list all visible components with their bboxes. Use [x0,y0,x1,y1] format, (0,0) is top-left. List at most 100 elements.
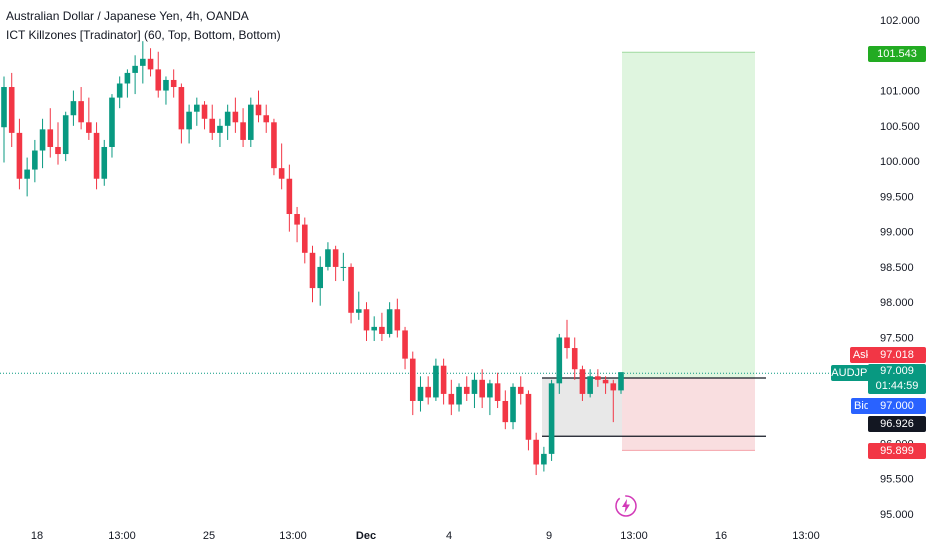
candle-body [533,439,539,465]
profit-zone [622,52,755,378]
candle [62,111,69,162]
candle-body [579,369,586,394]
candle-body [101,146,108,179]
candle [463,376,470,401]
candle-body [610,383,617,391]
candle [595,369,601,387]
candle-body [409,358,416,401]
candle [533,432,539,476]
candle [147,48,154,77]
candle [363,302,370,342]
candle-body [394,309,401,331]
candle-body [325,249,331,267]
symbol-tag: AUDJPY [831,365,875,381]
candle-body [479,379,485,398]
candle-body [248,104,254,140]
x-tick-label: 13:00 [792,530,820,542]
candle-body [510,386,516,423]
stop-price-label: 95.899 [868,443,926,459]
candle [109,94,115,158]
x-tick-label: 25 [203,530,215,542]
candle-body [116,83,123,98]
candle-body [186,111,192,130]
candle-body [39,129,46,151]
candle [487,379,493,416]
candle [209,104,216,140]
candle [93,122,100,190]
lightning-icon[interactable] [614,494,638,518]
candle [579,365,586,401]
y-tick-label: 97.500 [880,332,914,344]
y-tick-label: 99.500 [880,191,914,203]
candle-body [363,309,370,331]
candle-body [595,376,601,380]
candle-body [55,146,61,155]
candle-body [78,101,84,123]
candle [86,97,92,140]
candle [55,122,61,165]
candle-body [587,376,593,394]
candle [224,104,231,140]
candle [402,326,408,370]
candle [355,291,362,320]
candle [471,372,478,409]
candle-body [86,122,92,133]
last-price-label: 97.009 [868,364,926,379]
candle-body [386,309,393,334]
candle-body [301,224,308,253]
candle [517,376,524,405]
candle-body [271,122,277,169]
candle-body [132,65,138,73]
candle [456,383,462,412]
candle-body [124,72,131,84]
candle [8,72,15,147]
candle-body [379,326,385,334]
candle [510,383,516,430]
x-tick-label: 13:00 [620,530,648,542]
y-tick-label: 102.000 [880,15,920,27]
candle [610,379,617,423]
candle-body [602,379,609,384]
y-tick-label: 95.000 [880,509,914,521]
candle-body [232,111,239,123]
candle [163,76,169,105]
candle-body [209,118,216,133]
candle [47,108,54,158]
candle [525,390,532,451]
candle-body [571,348,578,370]
candle-body [278,168,285,179]
chart-title: Australian Dollar / Japanese Yen, 4h, OA… [6,9,249,23]
candle-body [471,379,478,394]
candle-body [348,266,354,313]
y-tick-label: 98.500 [880,262,914,274]
candle-body [494,383,501,401]
candle-body [163,79,169,91]
x-tick-label: Dec [356,530,376,542]
candle [186,104,192,144]
candle-body [371,326,377,331]
indicator-legend[interactable]: ICT Killzones [Tradinator] (60, Top, Bot… [6,28,281,42]
y-tick-label: 95.500 [880,474,914,486]
candle [618,372,624,394]
candle-body [170,79,177,88]
candle [1,76,7,163]
zone-top-price-label: 96.926 [868,416,926,432]
candle-body [109,97,115,147]
candle [587,369,593,398]
loss-zone [622,377,755,451]
x-tick-label: 18 [31,530,43,542]
price-axis[interactable]: 102.000 101.000 100.500 100.000 99.500 99.000… [880,15,920,521]
candle [78,87,84,130]
candle-body [456,386,462,405]
candle-body [286,178,293,215]
time-axis[interactable]: 18 13:00 25 13:00 Dec 4 9 13:00 16 13:00 [31,530,820,542]
candle [101,139,108,186]
candle [548,379,555,461]
candle [448,379,455,416]
candle [278,143,285,190]
candle [433,358,439,401]
candle-body [548,383,555,454]
candle [494,372,501,409]
target-price-label: 101.543 [868,46,926,62]
